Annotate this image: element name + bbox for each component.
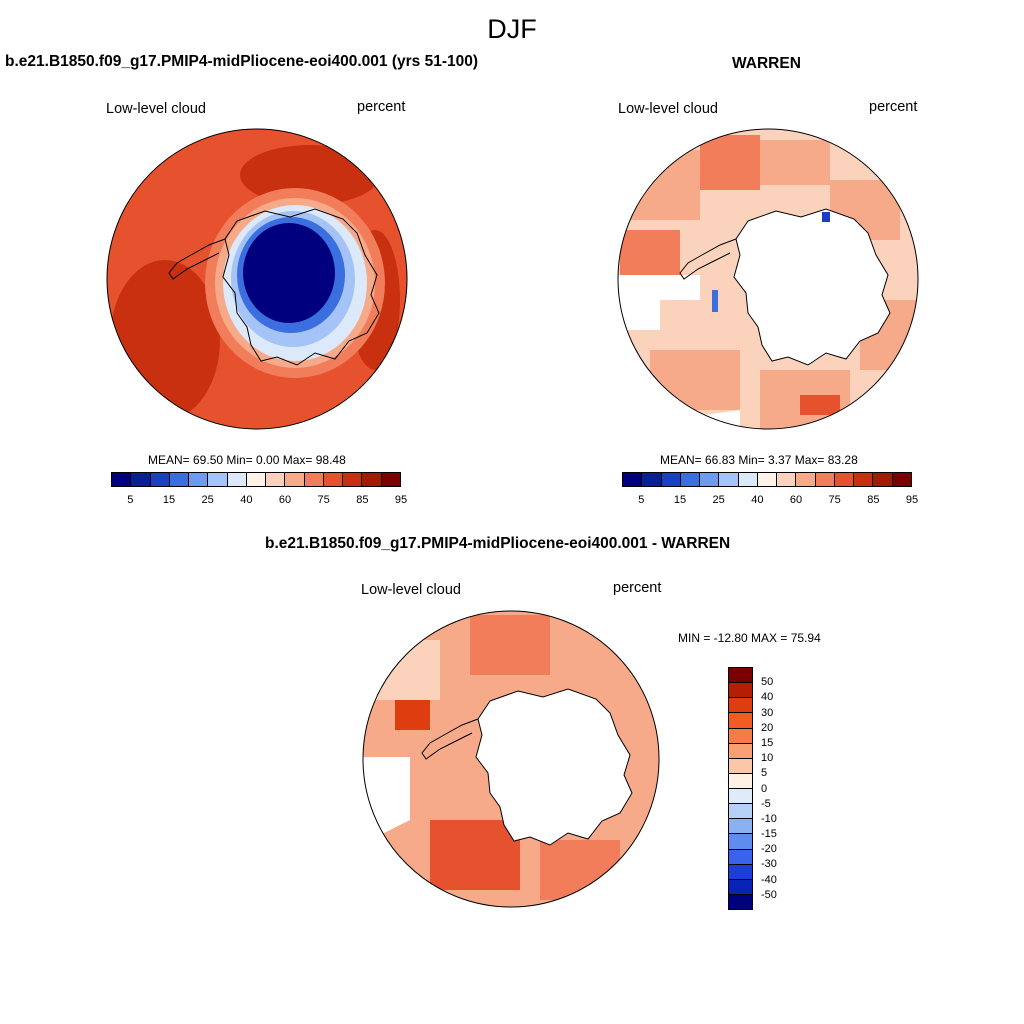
colorbar-tick-label: 95 [905, 494, 919, 506]
colorbar-tick-label: 85 [356, 494, 369, 506]
colorbar-swatch [729, 728, 752, 744]
colorbar-swatch [208, 473, 228, 486]
colorbar-tick-label: -15 [761, 828, 777, 841]
colorbar-swatch [680, 473, 701, 486]
colorbar-swatch [719, 473, 739, 486]
figure-title: DJF [487, 14, 537, 44]
colorbar-tick-label: -5 [761, 797, 771, 810]
colorbar-tick-label: 75 [828, 494, 841, 506]
colorbar-swatch [738, 473, 758, 486]
map-panel1 [107, 129, 407, 429]
panel1-variable-label: Low-level cloud [106, 101, 206, 117]
colorbar-tick-label: -10 [761, 812, 777, 825]
colorbar-swatch [815, 473, 835, 486]
colorbar-tick-label: 10 [761, 752, 774, 765]
colorbar-tick-label: 95 [394, 494, 408, 506]
colorbar-swatch [729, 789, 752, 805]
map-panel2 [618, 129, 918, 429]
colorbar-swatch [169, 473, 190, 486]
colorbar-swatch [700, 473, 720, 486]
colorbar-tick-label: 5 [127, 494, 134, 506]
panel2-title: WARREN [732, 55, 801, 72]
colorbar-swatch [777, 473, 797, 486]
colorbar-tick-label: -30 [761, 858, 777, 871]
colorbar-swatch [131, 473, 151, 486]
panel3-variable-label: Low-level cloud [361, 582, 461, 598]
panel3-units-label: percent [613, 580, 662, 596]
colorbar-tick-label: 30 [761, 706, 774, 719]
colorbar-tick-label: 40 [751, 494, 764, 506]
colorbar-swatch [112, 473, 132, 486]
colorbar-tick-label: 0 [761, 782, 768, 795]
colorbar-swatch [854, 473, 874, 486]
colorbar-swatch [729, 773, 752, 789]
colorbar-swatch [729, 758, 752, 774]
colorbar-tick-label: 40 [761, 691, 774, 704]
colorbar-tick-label: 15 [761, 736, 774, 749]
colorbar-swatch [729, 819, 752, 835]
colorbar-tick-label: -20 [761, 843, 777, 856]
colorbar-swatch [246, 473, 267, 486]
colorbar-tick-label: 50 [761, 676, 774, 689]
colorbar-swatch [873, 473, 893, 486]
colorbar-tick-label: 40 [240, 494, 253, 506]
panel2-units-label: percent [869, 99, 918, 115]
colorbar-swatch [362, 473, 382, 486]
colorbar-panel1 [111, 472, 401, 487]
colorbar-tick-label: 60 [789, 494, 803, 506]
colorbar-swatch [729, 834, 752, 850]
colorbar-swatch [729, 849, 752, 865]
colorbar-swatch [381, 473, 400, 486]
colorbar-tick-label: 25 [201, 494, 214, 506]
colorbar-swatch [227, 473, 247, 486]
panel2-variable-label: Low-level cloud [618, 101, 718, 117]
colorbar-swatch [189, 473, 209, 486]
colorbar-swatch [796, 473, 816, 486]
colorbar-swatch [757, 473, 778, 486]
colorbar-tick-label: 5 [638, 494, 645, 506]
panel3-title: b.e21.B1850.f09_g17.PMIP4-midPliocene-eo… [265, 535, 731, 552]
colorbar-swatch [892, 473, 911, 486]
colorbar-panel3 [728, 667, 753, 910]
colorbar-swatch [834, 473, 855, 486]
colorbar-tick-label: 85 [867, 494, 880, 506]
colorbar-tick-label: -40 [761, 873, 777, 886]
colorbar-swatch [623, 473, 643, 486]
panel3-minmax: MIN = -12.80 MAX = 75.94 [678, 631, 821, 645]
colorbar-tick-label: 75 [317, 494, 330, 506]
colorbar-tick-label: 5 [761, 767, 768, 780]
colorbar-swatch [729, 683, 752, 699]
map1-high-cloud-west [110, 260, 220, 420]
panel1-title: b.e21.B1850.f09_g17.PMIP4-midPliocene-eo… [5, 53, 478, 70]
colorbar-tick-label: 60 [278, 494, 292, 506]
colorbar-panel2 [622, 472, 912, 487]
colorbar-swatch [285, 473, 305, 486]
panel1-stats: MEAN= 69.50 Min= 0.00 Max= 98.48 [148, 453, 346, 467]
colorbar-tick-label: -50 [761, 888, 777, 901]
colorbar-swatch [729, 668, 752, 684]
colorbar-swatch [323, 473, 344, 486]
colorbar-swatch [729, 864, 752, 880]
colorbar-tick-label: 20 [761, 721, 774, 734]
colorbar-tick-label: 15 [673, 494, 687, 506]
colorbar-tick-label: 25 [712, 494, 725, 506]
colorbar-swatch [729, 894, 752, 909]
colorbar-swatch [729, 698, 752, 714]
colorbar-swatch [642, 473, 662, 486]
colorbar-swatch [304, 473, 324, 486]
colorbar-tick-label: 15 [162, 494, 176, 506]
colorbar-swatch [661, 473, 681, 486]
colorbar-swatch [266, 473, 286, 486]
map-panel3 [363, 611, 659, 907]
colorbar-swatch [150, 473, 170, 486]
panel1-units-label: percent [357, 99, 406, 115]
colorbar-swatch [343, 473, 363, 486]
colorbar-swatch [729, 743, 752, 759]
colorbar-swatch [729, 713, 752, 729]
map1-high-cloud-north [240, 145, 380, 205]
colorbar-swatch [729, 879, 752, 895]
colorbar-swatch [729, 804, 752, 820]
panel2-stats: MEAN= 66.83 Min= 3.37 Max= 83.28 [660, 453, 858, 467]
